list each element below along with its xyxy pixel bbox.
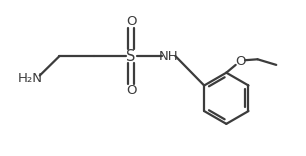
Text: H₂N: H₂N	[17, 71, 42, 85]
Text: O: O	[126, 84, 136, 97]
Text: O: O	[126, 15, 136, 28]
Text: NH: NH	[159, 50, 178, 63]
Text: O: O	[235, 55, 246, 68]
Text: S: S	[126, 49, 136, 64]
